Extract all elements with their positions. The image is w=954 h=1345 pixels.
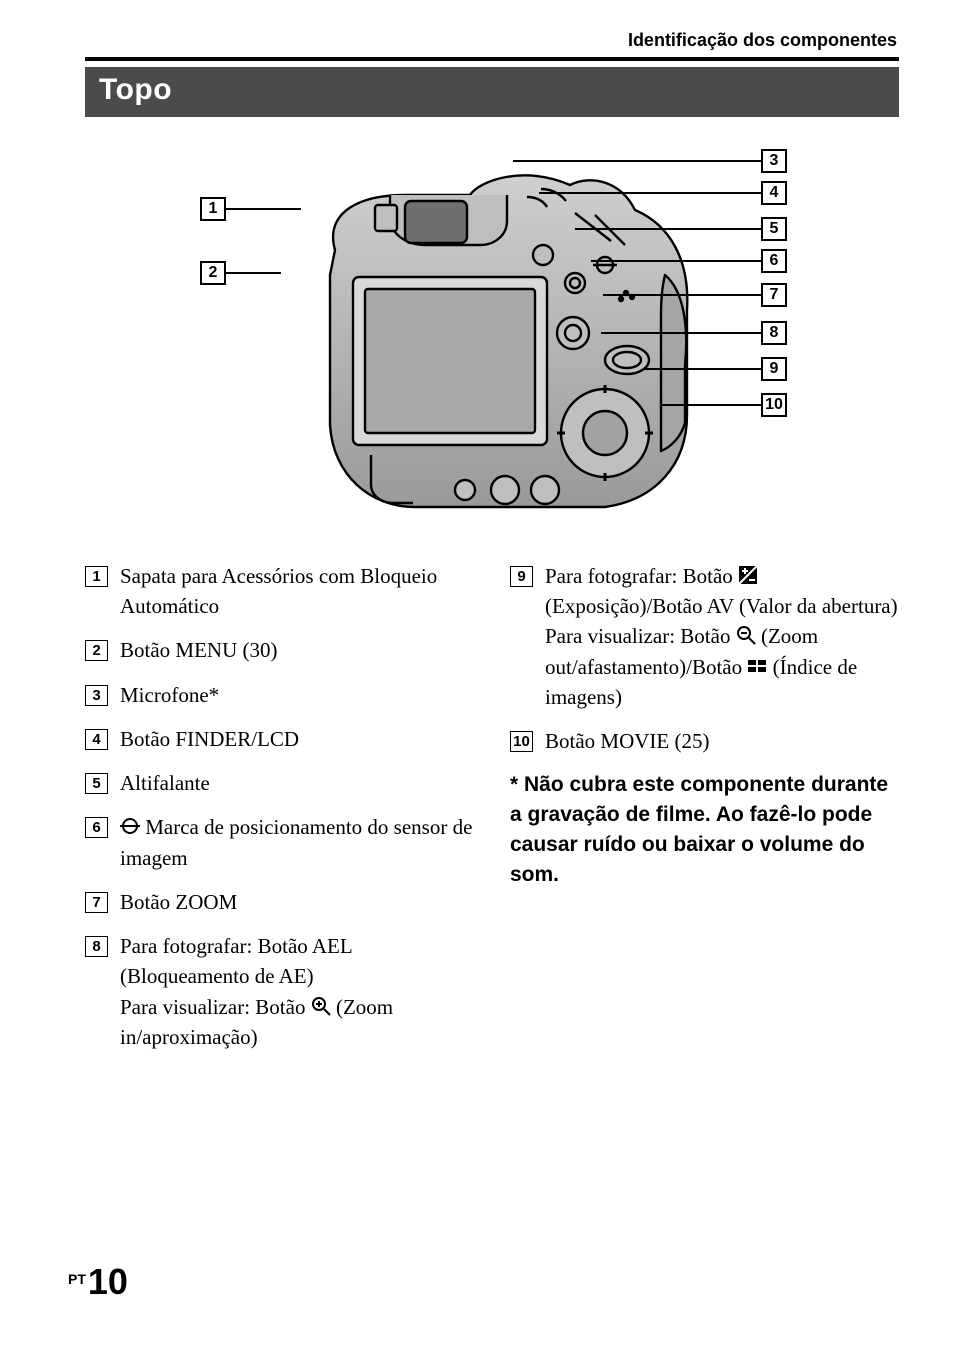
- callout-right-8: 8: [601, 321, 787, 345]
- item-number: 3: [85, 685, 108, 706]
- callout-number: 9: [761, 357, 787, 381]
- item-number: 4: [85, 729, 108, 750]
- callout-right-4: 4: [539, 181, 787, 205]
- item-text: Para fotografar: Botão AEL (Bloqueamento…: [120, 934, 393, 1049]
- callout-line: [591, 260, 761, 262]
- list-item: 4 Botão FINDER/LCD: [85, 724, 474, 754]
- item-number: 7: [85, 892, 108, 913]
- callout-number: 8: [761, 321, 787, 345]
- callout-number: 3: [761, 149, 787, 173]
- page-number: PT10: [68, 1261, 128, 1303]
- item-text: Botão FINDER/LCD: [120, 727, 299, 751]
- callout-line: [226, 272, 281, 274]
- callout-number: 6: [761, 249, 787, 273]
- callout-right-5: 5: [575, 217, 787, 241]
- item-text: Botão ZOOM: [120, 890, 237, 914]
- list-item: 10 Botão MOVIE (25): [510, 726, 899, 756]
- list-item: 9 Para fotografar: Botão (Exposição)/Botã…: [510, 561, 899, 712]
- list-item: 2 Botão MENU (30): [85, 635, 474, 665]
- item-text: Altifalante: [120, 771, 210, 795]
- item-number: 2: [85, 640, 108, 661]
- list-item: 1 Sapata para Acessórios com Bloqueio Aut…: [85, 561, 474, 621]
- footnote: *Não cubra este componente durante a gra…: [510, 770, 899, 889]
- callout-line: [226, 208, 301, 210]
- camera-diagram: 1 2 3 4 5 6 7 8 9 10: [85, 135, 899, 555]
- left-column: 1 Sapata para Acessórios com Bloqueio Aut…: [85, 561, 474, 1066]
- footnote-text: Não cubra este componente durante a grav…: [510, 773, 888, 885]
- callout-right-7: 7: [603, 283, 787, 307]
- item-text: Microfone*: [120, 683, 219, 707]
- callout-right-3: 3: [513, 149, 787, 173]
- item-text: Marca de posicionamento do sensor de ima…: [120, 815, 472, 869]
- item-text: Sapata para Acessórios com Bloqueio Auto…: [120, 564, 437, 618]
- item-text: Para fotografar: Botão (Exposição)/Botão…: [545, 564, 898, 709]
- callout-number: 2: [200, 261, 226, 285]
- callout-number: 7: [761, 283, 787, 307]
- callout-number: 10: [761, 393, 787, 417]
- item-number: 8: [85, 936, 108, 957]
- list-item: 8 Para fotografar: Botão AEL (Bloqueament…: [85, 931, 474, 1052]
- zoom-in-icon: [311, 996, 331, 1016]
- callout-line: [601, 332, 761, 334]
- exposure-icon: [738, 565, 758, 585]
- item-number: 1: [85, 566, 108, 587]
- section-header: Identificação dos componentes: [85, 30, 899, 51]
- callout-line: [575, 228, 761, 230]
- callout-line: [643, 368, 761, 370]
- callout-line: [661, 404, 761, 406]
- callout-number: 5: [761, 217, 787, 241]
- callout-left-1: 1: [200, 197, 301, 221]
- item-number: 5: [85, 773, 108, 794]
- item-text: Botão MOVIE (25): [545, 729, 709, 753]
- callout-right-6: 6: [591, 249, 787, 273]
- callout-right-9: 9: [643, 357, 787, 381]
- page-number-prefix: PT: [68, 1271, 86, 1287]
- item-columns: 1 Sapata para Acessórios com Bloqueio Aut…: [85, 561, 899, 1066]
- item-number: 10: [510, 731, 533, 752]
- index-icon: [747, 656, 767, 676]
- footnote-star: *: [510, 770, 524, 800]
- camera-illustration: [275, 155, 715, 535]
- callout-left-2: 2: [200, 261, 281, 285]
- page-number-value: 10: [88, 1261, 128, 1302]
- right-column: 9 Para fotografar: Botão (Exposição)/Botã…: [510, 561, 899, 1066]
- callout-line: [513, 160, 761, 162]
- callout-number: 1: [200, 197, 226, 221]
- item-text: Botão MENU (30): [120, 638, 277, 662]
- callout-line: [603, 294, 761, 296]
- list-item: 6 Marca de posicionamento do sensor de i…: [85, 812, 474, 872]
- page-title: Topo: [85, 67, 899, 117]
- item-number: 9: [510, 566, 533, 587]
- list-item: 7 Botão ZOOM: [85, 887, 474, 917]
- list-item: 5 Altifalante: [85, 768, 474, 798]
- header-rule: [85, 57, 899, 61]
- callout-line: [539, 192, 761, 194]
- callout-number: 4: [761, 181, 787, 205]
- list-item: 3 Microfone*: [85, 680, 474, 710]
- item-number: 6: [85, 817, 108, 838]
- zoom-out-icon: [736, 625, 756, 645]
- page: Identificação dos componentes Topo: [0, 0, 954, 1345]
- callout-right-10: 10: [661, 393, 787, 417]
- sensor-mark-icon: [120, 816, 140, 836]
